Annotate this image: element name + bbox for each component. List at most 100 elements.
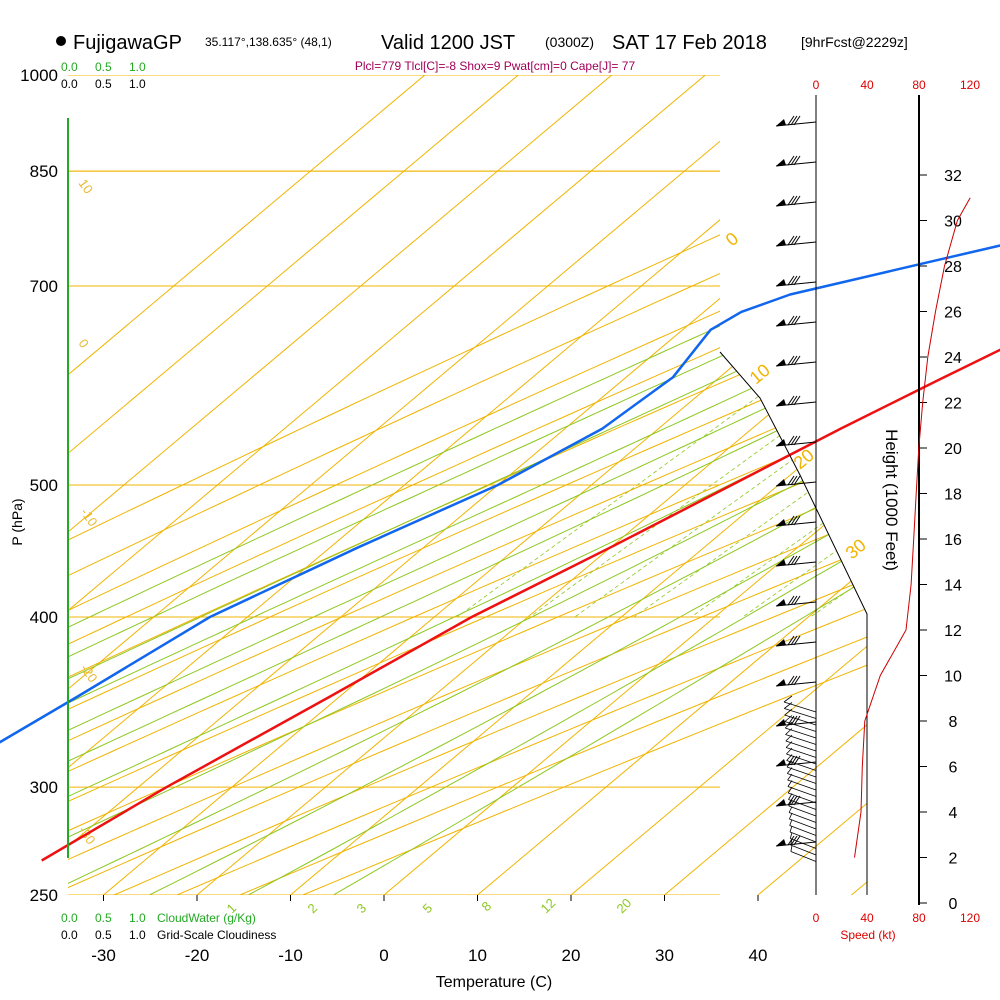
cw-top-1: 0.5 [95, 60, 112, 74]
wind-barb [786, 754, 817, 771]
cl-top-0: 0.0 [61, 77, 78, 91]
dry-adiabat-line [120, 75, 867, 895]
cl-bottom-0: 0.0 [61, 928, 78, 942]
moist-adiabat-line [68, 75, 867, 895]
height-tick-label: 24 [944, 350, 962, 367]
moist-adiabat-line [333, 75, 867, 895]
moist-adiabat-line [68, 75, 867, 895]
y-axis-title: P (hPa) [9, 498, 25, 545]
valid-date: SAT 17 Feb 2018 [612, 32, 767, 54]
height-tick-label: 16 [944, 532, 962, 549]
dry-adiabat-label: 0 [76, 336, 92, 351]
wind-barb [783, 695, 817, 713]
mixing-ratio-label: 12 [538, 895, 559, 916]
height-tick-label: 8 [949, 714, 958, 731]
wind-speed-line [854, 197, 971, 858]
wind-barb [786, 760, 817, 778]
moist-adiabat-line [68, 75, 867, 895]
wind-barb [790, 838, 817, 856]
wind-barb [789, 819, 817, 836]
isotherm-line [570, 75, 867, 895]
wind-barb [775, 115, 817, 127]
cw-bottom-title: CloudWater (g/Kg) [157, 911, 256, 925]
cl-top-1: 0.5 [95, 77, 112, 91]
dry-adiabat-line [68, 75, 867, 895]
isotherm-line [477, 75, 867, 895]
dry-adiabat-label: 10 [76, 176, 97, 196]
wind-barb [788, 799, 817, 817]
speed-bottom-1: 40 [860, 911, 874, 925]
temp-tick-label: 0 [379, 946, 388, 965]
wind-barb [775, 235, 817, 247]
thermo-grid [68, 75, 867, 895]
dry-adiabat-line [68, 75, 867, 895]
wind-barb [775, 595, 817, 607]
plot-boundary [719, 351, 868, 895]
speed-scale-bottom: 0 40 80 120 Speed (kt) [813, 911, 981, 942]
dry-adiabat-line [68, 75, 867, 895]
height-tick-label: 28 [944, 259, 962, 276]
wind-barb [775, 195, 817, 207]
dry-adiabat-line [68, 75, 867, 895]
height-tick-label: 20 [944, 441, 962, 458]
cw-bottom-1: 0.5 [95, 911, 112, 925]
wind-barb [788, 793, 817, 810]
dry-adiabat-line [68, 75, 867, 895]
height-tick-label: 26 [944, 305, 962, 322]
wind-barb [784, 708, 817, 726]
height-tick-label: 32 [944, 168, 962, 185]
speed-bottom-0: 0 [813, 911, 820, 925]
height-tick-label: 18 [944, 487, 962, 504]
mixing-ratio-label: 2 [305, 900, 321, 916]
height-axis-title: Height (1000 Feet) [882, 429, 901, 571]
wind-barb [775, 435, 817, 447]
height-tick-label: 22 [944, 396, 962, 413]
isotherm-line [68, 75, 519, 895]
isotherm-line [851, 75, 867, 895]
speed-bottom-3: 120 [960, 911, 980, 925]
wind-barb [775, 395, 817, 407]
height-tick-label: 10 [944, 669, 962, 686]
temp-tick-label: -30 [91, 946, 116, 965]
dry-adiabat-line [245, 75, 867, 895]
wind-barb [790, 845, 817, 862]
mixing-ratio-label: 3 [354, 900, 370, 916]
forecast-tag: [9hrFcst@2229z] [801, 34, 908, 50]
profiles [0, 244, 1000, 862]
height-tick-label: 14 [944, 578, 962, 595]
speed-scale-top: 0 40 80 120 [813, 78, 981, 92]
isotherm-line [664, 75, 867, 895]
dry-adiabat-line [68, 75, 867, 895]
moist-adiabat-label: 10 [746, 360, 774, 388]
mixing-ratio-label: 5 [420, 900, 436, 916]
speed-title: Speed (kt) [840, 928, 895, 942]
wind-barb [775, 475, 817, 487]
height-tick-label: 12 [944, 623, 962, 640]
moist-adiabat-line [68, 75, 867, 895]
wind-barb [784, 702, 817, 719]
temp-tick-label: 40 [749, 946, 768, 965]
dry-adiabat-line [68, 75, 867, 895]
wind-barb [775, 155, 817, 167]
wind-barb [775, 515, 817, 527]
wind-barb [789, 832, 817, 849]
pressure-tick-label: 250 [30, 886, 58, 905]
wind-barb [789, 812, 817, 830]
dry-adiabat-line [68, 75, 867, 895]
station-marker-icon [56, 36, 66, 46]
wind-barb [775, 675, 817, 687]
cl-bottom-2: 1.0 [129, 928, 146, 942]
pressure-tick-label: 850 [30, 162, 58, 181]
cw-top-0: 0.0 [61, 60, 78, 74]
wind-barb [775, 555, 817, 567]
cw-bottom-0: 0.0 [61, 911, 78, 925]
wind-barb [775, 635, 817, 647]
wind-barb [775, 315, 817, 327]
moist-adiabat-line [68, 75, 867, 895]
temp-tick-label: 30 [655, 946, 674, 965]
wind-barb [775, 715, 817, 727]
cloud-scales-bottom: 0.0 0.5 1.0 CloudWater (g/Kg) 0.0 0.5 1.… [61, 911, 276, 942]
